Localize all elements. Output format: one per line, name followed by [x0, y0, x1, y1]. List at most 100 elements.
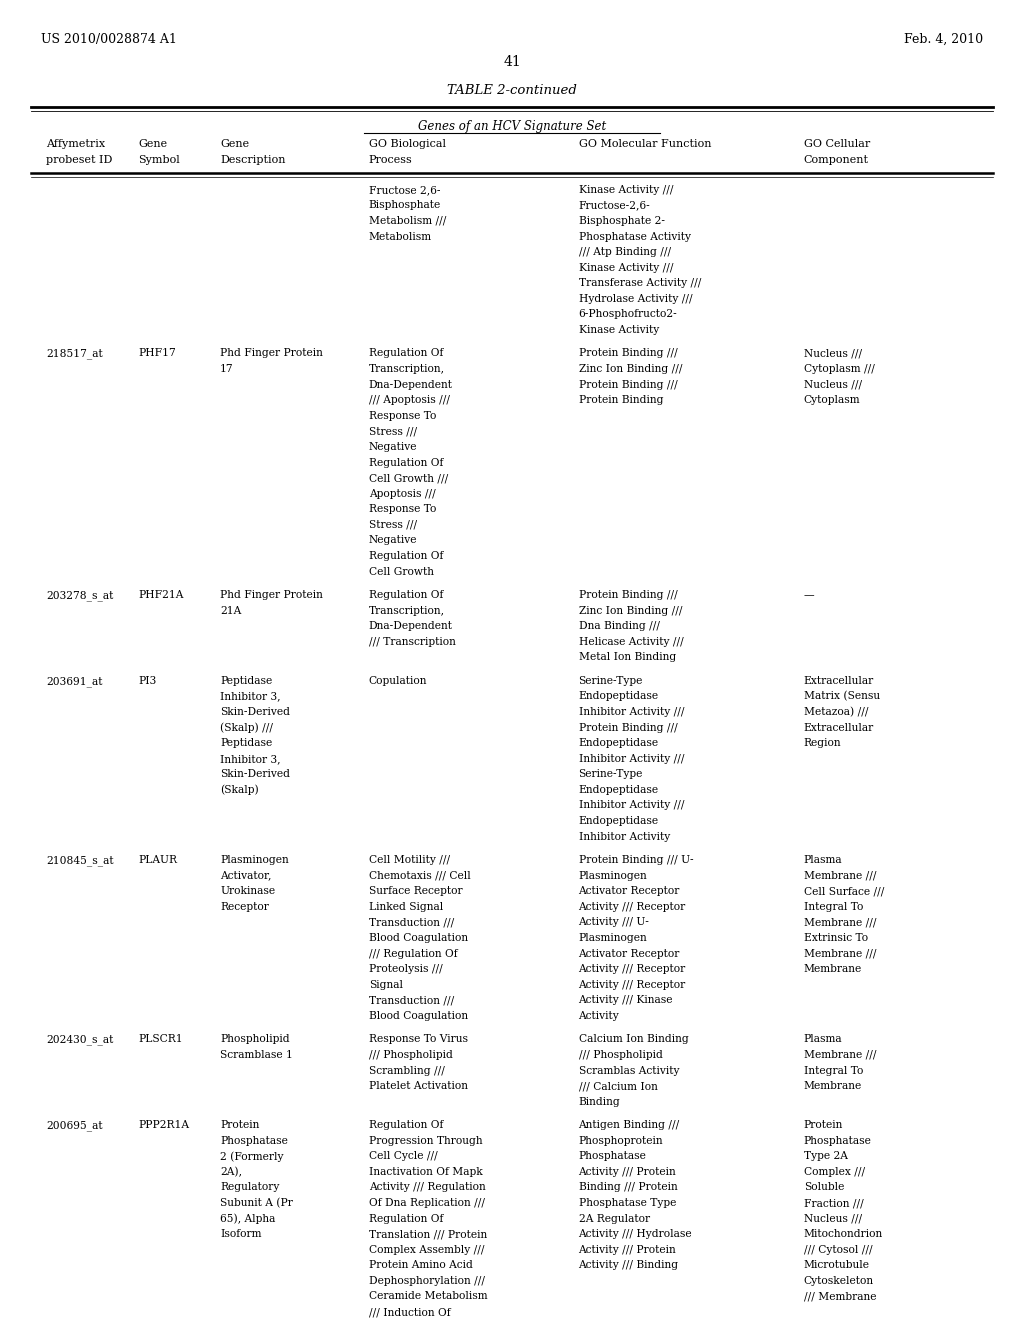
- Text: Regulation Of: Regulation Of: [369, 1121, 443, 1130]
- Text: Activity /// Protein: Activity /// Protein: [579, 1245, 676, 1255]
- Text: Blood Coagulation: Blood Coagulation: [369, 933, 468, 942]
- Text: —: —: [804, 590, 814, 601]
- Text: GO Molecular Function: GO Molecular Function: [579, 139, 711, 149]
- Text: Zinc Ion Binding ///: Zinc Ion Binding ///: [579, 606, 682, 615]
- Text: Binding: Binding: [579, 1097, 621, 1106]
- Text: Fraction ///: Fraction ///: [804, 1199, 863, 1208]
- Text: Bisphosphate: Bisphosphate: [369, 201, 441, 210]
- Text: Membrane: Membrane: [804, 964, 862, 974]
- Text: Transcription,: Transcription,: [369, 606, 444, 615]
- Text: Symbol: Symbol: [138, 154, 180, 165]
- Text: Cell Growth ///: Cell Growth ///: [369, 473, 447, 483]
- Text: Blood Coagulation: Blood Coagulation: [369, 1011, 468, 1020]
- Text: Scramblase 1: Scramblase 1: [220, 1049, 293, 1060]
- Text: Activity /// Protein: Activity /// Protein: [579, 1167, 676, 1177]
- Text: Inactivation Of Mapk: Inactivation Of Mapk: [369, 1167, 482, 1177]
- Text: Binding /// Protein: Binding /// Protein: [579, 1183, 677, 1192]
- Text: Activity /// Kinase: Activity /// Kinase: [579, 995, 673, 1006]
- Text: Serine-Type: Serine-Type: [579, 770, 643, 779]
- Text: /// Cytosol ///: /// Cytosol ///: [804, 1245, 872, 1255]
- Text: Extracellular: Extracellular: [804, 722, 874, 733]
- Text: Soluble: Soluble: [804, 1183, 844, 1192]
- Text: Fructose 2,6-: Fructose 2,6-: [369, 185, 440, 195]
- Text: Of Dna Replication ///: Of Dna Replication ///: [369, 1199, 484, 1208]
- Text: Inhibitor Activity ///: Inhibitor Activity ///: [579, 800, 684, 810]
- Text: Regulation Of: Regulation Of: [369, 550, 443, 561]
- Text: /// Membrane: /// Membrane: [804, 1291, 877, 1302]
- Text: Activity /// Receptor: Activity /// Receptor: [579, 902, 686, 912]
- Text: PPP2R1A: PPP2R1A: [138, 1121, 189, 1130]
- Text: Response To: Response To: [369, 411, 436, 421]
- Text: Signal: Signal: [369, 979, 402, 990]
- Text: PI3: PI3: [138, 676, 157, 686]
- Text: Activity /// Receptor: Activity /// Receptor: [579, 979, 686, 990]
- Text: Metabolism ///: Metabolism ///: [369, 216, 446, 226]
- Text: Metazoa) ///: Metazoa) ///: [804, 708, 868, 717]
- Text: Description: Description: [220, 154, 286, 165]
- Text: Protein: Protein: [220, 1121, 259, 1130]
- Text: Protein Binding ///: Protein Binding ///: [579, 590, 677, 601]
- Text: Extracellular: Extracellular: [804, 676, 874, 686]
- Text: 218517_at: 218517_at: [46, 348, 102, 359]
- Text: Antigen Binding ///: Antigen Binding ///: [579, 1121, 680, 1130]
- Text: Endopeptidase: Endopeptidase: [579, 738, 658, 748]
- Text: 203278_s_at: 203278_s_at: [46, 590, 114, 601]
- Text: Complex ///: Complex ///: [804, 1167, 865, 1177]
- Text: Membrane ///: Membrane ///: [804, 871, 877, 880]
- Text: Dna-Dependent: Dna-Dependent: [369, 622, 453, 631]
- Text: probeset ID: probeset ID: [46, 154, 113, 165]
- Text: 65), Alpha: 65), Alpha: [220, 1213, 275, 1224]
- Text: /// Apoptosis ///: /// Apoptosis ///: [369, 395, 450, 405]
- Text: Regulation Of: Regulation Of: [369, 348, 443, 359]
- Text: Apoptosis ///: Apoptosis ///: [369, 488, 435, 499]
- Text: Component: Component: [804, 154, 868, 165]
- Text: Peptidase: Peptidase: [220, 738, 272, 748]
- Text: Membrane: Membrane: [804, 1081, 862, 1092]
- Text: Hydrolase Activity ///: Hydrolase Activity ///: [579, 294, 692, 304]
- Text: Dna-Dependent: Dna-Dependent: [369, 380, 453, 389]
- Text: Nucleus ///: Nucleus ///: [804, 348, 862, 359]
- Text: Endopeptidase: Endopeptidase: [579, 816, 658, 826]
- Text: Protein: Protein: [804, 1121, 843, 1130]
- Text: Metabolism: Metabolism: [369, 231, 432, 242]
- Text: Integral To: Integral To: [804, 1065, 863, 1076]
- Text: Inhibitor 3,: Inhibitor 3,: [220, 754, 281, 764]
- Text: 2A),: 2A),: [220, 1167, 242, 1177]
- Text: Skin-Derived: Skin-Derived: [220, 770, 290, 779]
- Text: Phosphatase: Phosphatase: [804, 1135, 871, 1146]
- Text: Transferase Activity ///: Transferase Activity ///: [579, 279, 701, 288]
- Text: Phd Finger Protein: Phd Finger Protein: [220, 348, 323, 359]
- Text: 17: 17: [220, 364, 233, 374]
- Text: Plasminogen: Plasminogen: [220, 855, 289, 865]
- Text: Progression Through: Progression Through: [369, 1135, 482, 1146]
- Text: Metal Ion Binding: Metal Ion Binding: [579, 652, 676, 663]
- Text: Transduction ///: Transduction ///: [369, 995, 454, 1006]
- Text: PLAUR: PLAUR: [138, 855, 177, 865]
- Text: Activity /// U-: Activity /// U-: [579, 917, 649, 928]
- Text: Zinc Ion Binding ///: Zinc Ion Binding ///: [579, 364, 682, 374]
- Text: Cytoplasm ///: Cytoplasm ///: [804, 364, 874, 374]
- Text: Matrix (Sensu: Matrix (Sensu: [804, 692, 880, 702]
- Text: Plasminogen: Plasminogen: [579, 933, 647, 942]
- Text: Cell Surface ///: Cell Surface ///: [804, 886, 884, 896]
- Text: PHF17: PHF17: [138, 348, 176, 359]
- Text: 6-Phosphofructo2-: 6-Phosphofructo2-: [579, 309, 677, 319]
- Text: Plasminogen: Plasminogen: [579, 871, 647, 880]
- Text: 21A: 21A: [220, 606, 242, 615]
- Text: Cytoplasm: Cytoplasm: [804, 395, 860, 405]
- Text: Protein Binding ///: Protein Binding ///: [579, 348, 677, 359]
- Text: Response To: Response To: [369, 504, 436, 515]
- Text: Phosphatase Activity: Phosphatase Activity: [579, 231, 690, 242]
- Text: Cell Motility ///: Cell Motility ///: [369, 855, 450, 865]
- Text: Skin-Derived: Skin-Derived: [220, 708, 290, 717]
- Text: Copulation: Copulation: [369, 676, 427, 686]
- Text: Activity: Activity: [579, 1011, 620, 1020]
- Text: /// Induction Of: /// Induction Of: [369, 1307, 451, 1317]
- Text: Platelet Activation: Platelet Activation: [369, 1081, 468, 1092]
- Text: Inhibitor 3,: Inhibitor 3,: [220, 692, 281, 701]
- Text: /// Atp Binding ///: /// Atp Binding ///: [579, 247, 671, 257]
- Text: Microtubule: Microtubule: [804, 1261, 869, 1270]
- Text: 41: 41: [503, 55, 521, 70]
- Text: Plasma: Plasma: [804, 1035, 843, 1044]
- Text: /// Calcium Ion: /// Calcium Ion: [579, 1081, 657, 1092]
